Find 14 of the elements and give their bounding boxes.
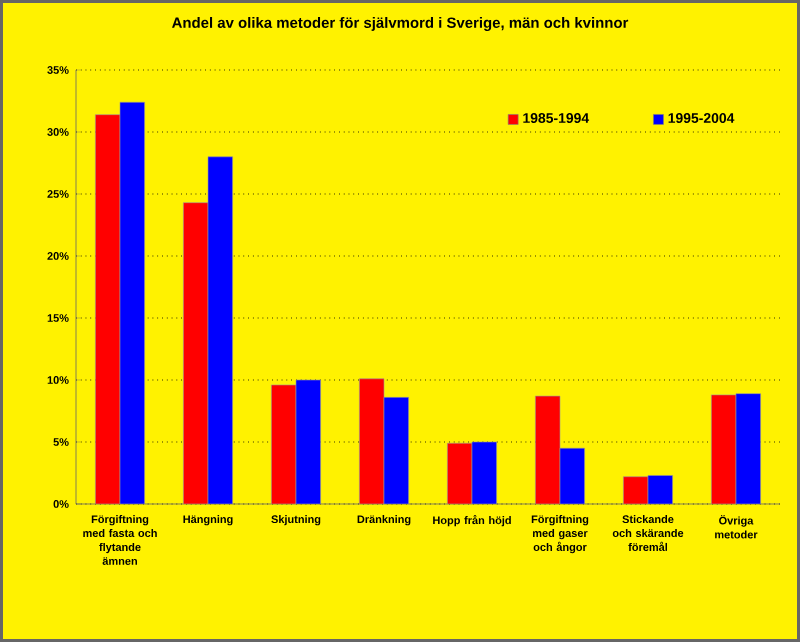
bar: [447, 442, 473, 504]
bar: [535, 395, 561, 504]
bar: [207, 156, 233, 504]
bar: [271, 384, 297, 504]
bar: [183, 202, 209, 504]
bar: [559, 447, 585, 504]
bar: [295, 379, 321, 504]
bar: [711, 394, 737, 504]
bar: [383, 397, 409, 504]
bar: [95, 114, 121, 504]
bar: [119, 101, 145, 504]
bar: [359, 378, 385, 504]
bar: [471, 441, 497, 504]
bar: [735, 393, 761, 504]
